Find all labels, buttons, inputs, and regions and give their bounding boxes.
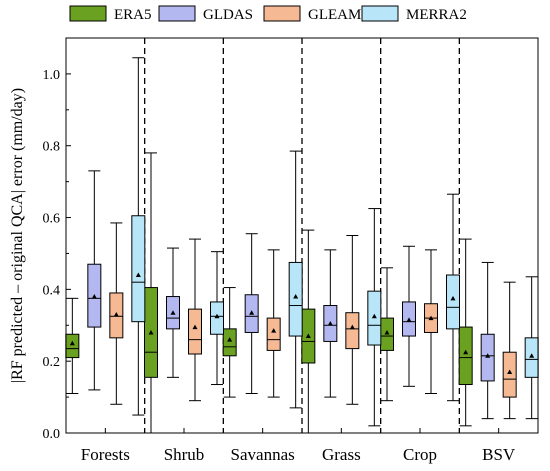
mean-marker bbox=[113, 312, 119, 317]
box-gldas-grass bbox=[323, 249, 338, 398]
iqr-box bbox=[65, 333, 80, 359]
box-gleam-crop bbox=[424, 249, 438, 394]
category-label: Savannas bbox=[231, 445, 295, 464]
y-tick-label: 0.0 bbox=[43, 427, 61, 442]
iqr-box bbox=[188, 308, 202, 355]
legend-label: ERA5 bbox=[114, 7, 152, 23]
box-era5-forests bbox=[65, 297, 80, 394]
mean-marker bbox=[529, 353, 535, 358]
legend: ERA5 GLDAS GLEAM MERRA2 bbox=[69, 5, 467, 23]
box-merra2-forests bbox=[131, 57, 146, 416]
category-label: Shrub bbox=[164, 445, 205, 464]
box-gldas-crop bbox=[402, 245, 416, 387]
box-series bbox=[65, 57, 539, 434]
legend-swatch bbox=[158, 5, 196, 22]
legend-swatch bbox=[361, 5, 399, 22]
legend-item-gleam: GLEAM bbox=[263, 5, 361, 23]
y-tick-label: 0.4 bbox=[43, 283, 61, 298]
mean-marker bbox=[507, 369, 513, 374]
plot-frame bbox=[65, 37, 539, 434]
mean-marker bbox=[91, 294, 97, 299]
mean-marker bbox=[371, 313, 377, 319]
iqr-box bbox=[288, 261, 303, 337]
iqr-box bbox=[131, 215, 146, 323]
category-label: BSV bbox=[482, 445, 516, 464]
box-gldas-savannas bbox=[244, 233, 259, 394]
iqr-box bbox=[345, 312, 360, 350]
mean-marker bbox=[450, 295, 456, 301]
x-axis-categories: Forests Shrub Savannas Grass Crop BSV bbox=[81, 428, 516, 464]
category-dividers bbox=[144, 38, 460, 433]
y-tick-label: 0.8 bbox=[43, 140, 61, 155]
mean-marker bbox=[214, 313, 220, 319]
box-gleam-forests bbox=[109, 222, 124, 405]
legend-label: GLEAM bbox=[308, 7, 361, 23]
box-gldas-bsv bbox=[480, 261, 495, 420]
box-era5-bsv bbox=[458, 238, 473, 427]
box-era5-grass bbox=[301, 229, 316, 434]
legend-label: MERRA2 bbox=[406, 7, 467, 23]
legend-item-era5: ERA5 bbox=[69, 5, 152, 23]
mean-marker bbox=[485, 353, 491, 358]
mean-marker bbox=[170, 310, 176, 315]
iqr-box bbox=[266, 317, 281, 351]
y-axis-label: |RF predicted – original QCA| error (mm/… bbox=[9, 88, 26, 383]
mean-marker bbox=[249, 310, 255, 315]
y-axis-ticks: 0.0 0.2 0.4 0.6 0.8 1.0 bbox=[43, 37, 71, 442]
mean-marker bbox=[463, 349, 469, 355]
mean-marker bbox=[384, 329, 390, 335]
box-gleam-savannas bbox=[266, 249, 281, 398]
iqr-box bbox=[222, 328, 237, 357]
legend-label: GLDAS bbox=[203, 7, 253, 23]
box-merra2-bsv bbox=[524, 276, 539, 420]
category-label: Forests bbox=[81, 445, 130, 464]
category-label: Grass bbox=[322, 445, 361, 464]
mean-marker bbox=[327, 320, 333, 326]
iqr-box bbox=[446, 274, 460, 330]
box-merra2-savannas bbox=[288, 150, 303, 409]
mean-marker bbox=[227, 337, 233, 342]
box-gldas-forests bbox=[87, 170, 102, 391]
mean-marker bbox=[406, 317, 412, 322]
y-tick-label: 0.2 bbox=[43, 355, 61, 370]
y-tick-label: 0.6 bbox=[43, 212, 61, 227]
mean-marker bbox=[428, 315, 434, 321]
legend-item-gldas: GLDAS bbox=[158, 5, 253, 23]
mean-marker bbox=[148, 329, 154, 335]
box-merra2-grass bbox=[367, 208, 382, 427]
mean-marker bbox=[293, 294, 299, 299]
box-era5-shrub bbox=[144, 152, 158, 434]
mean-marker bbox=[305, 333, 311, 339]
legend-swatch bbox=[263, 5, 301, 22]
legend-item-merra2: MERRA2 bbox=[361, 5, 467, 23]
box-merra2-shrub bbox=[210, 251, 224, 386]
iqr-box bbox=[458, 326, 473, 386]
mean-marker bbox=[271, 328, 277, 333]
box-gleam-shrub bbox=[188, 238, 202, 402]
mean-marker bbox=[192, 324, 198, 330]
y-tick-label: 1.0 bbox=[43, 68, 61, 83]
box-gleam-grass bbox=[345, 235, 360, 405]
box-merra2-crop bbox=[446, 193, 460, 402]
box-gleam-bsv bbox=[502, 281, 517, 420]
iqr-box bbox=[502, 351, 517, 398]
box-era5-savannas bbox=[222, 287, 237, 398]
category-label: Crop bbox=[403, 445, 437, 464]
mean-marker bbox=[69, 340, 75, 346]
mean-marker bbox=[349, 324, 355, 330]
box-era5-crop bbox=[380, 267, 394, 402]
axes bbox=[65, 37, 539, 434]
box-gldas-shrub bbox=[166, 247, 180, 378]
legend-swatch bbox=[69, 5, 107, 22]
mean-marker bbox=[135, 272, 141, 277]
